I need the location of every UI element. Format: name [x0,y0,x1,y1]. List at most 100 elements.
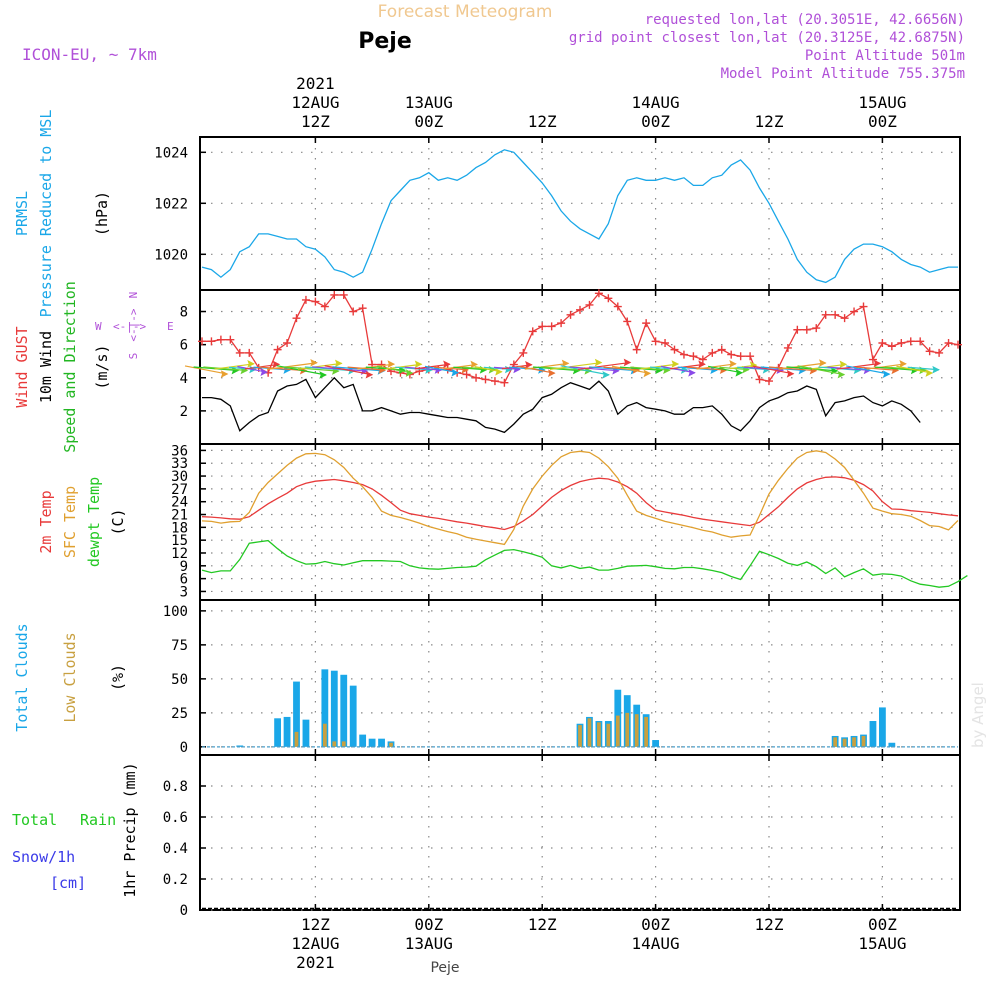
wind-arrowhead [729,360,737,368]
clouds-ytick-label: 100 [163,604,188,620]
wind-arrow [404,366,442,371]
top-time-label: 12AUG [291,93,339,112]
wind-arrow [836,362,881,370]
wind-arrowhead [334,359,343,368]
wind-arrow [577,361,631,371]
wind-ylabel: Speed and Direction [61,281,79,453]
wind-arrowhead [247,360,255,368]
gust-marker [755,375,764,384]
gust-marker [585,300,594,309]
point-altitude: Point Altitude 501m [805,48,965,64]
clouds-ytick-label: 50 [171,672,188,688]
temp-ytick-label: 30 [171,469,188,485]
pressure-series-prmsl [201,149,958,284]
pressure-ytick-label: 1024 [154,145,188,161]
temp-series-dewpt-temp [201,539,968,588]
low-cloud-bar [587,718,592,747]
meteogram-title: Forecast Meteogram [378,2,553,22]
gust-marker [689,352,698,361]
temp-ylabel: dewpt Temp [85,477,103,567]
clouds-ylabel: Low Clouds [61,632,79,722]
wind-arrow [518,365,555,374]
gust-marker [594,289,603,298]
low-cloud-bar [578,725,582,747]
total-cloud-bar [236,745,244,747]
precip-ytick-label: 0.4 [163,841,188,857]
wind-direction-arrows [0,0,940,379]
low-cloud-bar [597,722,601,747]
precip-ytick-label: 0.8 [163,779,188,795]
gust-marker [339,290,348,299]
wind-arrow [603,366,640,371]
gust-marker [925,347,934,356]
wind-ytick-label: 8 [180,305,188,321]
temp-series-sfc-temp [201,450,959,546]
wind-arrow [874,366,918,372]
top-time-label: 2021 [296,74,335,93]
wind-series-10m-wind [202,376,921,434]
pressure-panel: 1020 1022 1024 PRMSL Pressure Reduced to MSL… [13,110,961,317]
gust-marker [878,338,887,347]
wind-arrow [569,366,619,372]
gust-marker [216,335,225,344]
bottom-time-label: 12Z [301,915,330,934]
wind-panel: 2 4 6 8 Wind GUST 10m Wind Speed and Direction… [0,0,962,453]
wind-arrow [846,365,890,375]
gust-marker [887,342,896,351]
precip-ytick-label: 0.2 [163,872,188,888]
wind-arrow [797,365,845,376]
gust-marker [311,297,320,306]
gust-marker [528,327,537,336]
total-cloud-bar [274,718,282,747]
bottom-time-label: 13AUG [405,934,453,953]
clouds-ylabel: Total Clouds [13,623,31,731]
wind-arrow [347,366,386,371]
gust-marker [519,348,528,357]
compass-s: S [127,353,140,360]
precip-ytick-label: 0 [180,903,188,919]
gust-marker [661,338,670,347]
compass-e: E [167,320,174,333]
wind-arrowhead [272,360,281,369]
wind-arrowhead [882,370,891,378]
gust-marker [850,307,859,316]
temp-series-2m-temp [201,476,959,531]
wind-arrow [640,363,679,370]
clouds-ylabel: (%) [109,664,127,691]
top-time-label: 14AUG [632,93,680,112]
requested-coords: requested lon,lat (20.3051E, 42.6656N) [645,12,965,28]
wind-arrow [386,363,422,370]
wind-arrow [560,365,610,376]
gust-marker [821,310,830,319]
wind-ylabel: (m/s) [93,344,111,389]
bottom-time-label: 12Z [528,915,557,934]
gust-marker [642,319,651,328]
gust-marker [765,377,773,386]
wind-arrowhead [525,360,533,369]
gust-marker [736,352,745,361]
wind-arrowhead [688,369,696,377]
gust-marker [198,337,206,346]
gust-marker [613,302,622,311]
location-title: Peje [358,29,412,54]
gust-marker [301,295,310,304]
gust-marker [916,337,925,346]
wind-arrow [414,363,450,370]
wind-arrow [395,366,432,371]
wind-arrowhead [873,359,882,368]
gust-marker [283,338,292,347]
wind-arrowhead [547,369,556,377]
gust-marker [481,375,490,384]
wind-arrowhead [495,368,503,376]
total-cloud-bar [378,738,385,747]
pressure-ytick-label: 1020 [154,247,188,263]
wind-arrowhead [451,368,460,377]
compass-ew-arrows: <-|-> [113,320,146,333]
gust-marker [670,345,679,354]
gust-marker [831,310,840,319]
wind-arrow [884,366,927,371]
gust-marker [651,337,660,346]
temp-ytick-label: 18 [171,520,188,536]
wind-arrow [434,366,469,371]
